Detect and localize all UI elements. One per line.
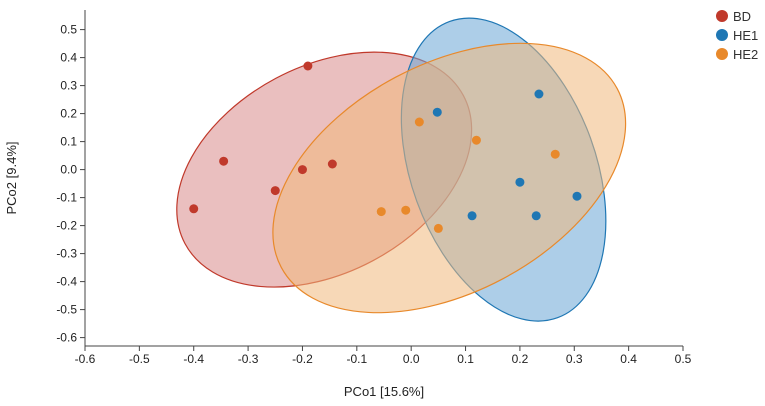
x-axis-ticks: -0.6 -0.5 -0.4 -0.3 -0.2 -0.1 0.0 0.1 0.2 0.3 0.4 0… [75, 346, 692, 366]
point-bd [219, 156, 229, 166]
point-bd [270, 186, 280, 196]
x-tick-label: 0.4 [620, 352, 637, 366]
x-axis-title: PCo1 [15.6%] [344, 384, 424, 399]
point-bd [303, 61, 313, 71]
point-he2 [471, 135, 481, 145]
data-points [189, 61, 582, 233]
y-tick-label: 0.0 [60, 163, 77, 177]
x-tick-label: 0.1 [457, 352, 474, 366]
y-tick-label: -0.6 [56, 331, 77, 345]
y-tick-label: -0.4 [56, 275, 77, 289]
legend-label-bd: BD [733, 9, 751, 24]
point-he2 [401, 205, 411, 215]
legend: BD HE1 HE2 [716, 9, 758, 62]
legend-marker-he2 [716, 48, 728, 60]
point-he2 [550, 149, 560, 159]
point-he1 [531, 211, 541, 221]
axes [84, 10, 683, 347]
point-bd [297, 165, 307, 175]
y-axis-title: PCo2 [9.4%] [4, 142, 19, 215]
y-axis-ticks: 0.5 0.4 0.3 0.2 0.1 0.0 -0.1 -0.2 -0.3 -0.4 -0.5 -0… [56, 23, 85, 345]
x-tick-label: 0.0 [403, 352, 420, 366]
y-tick-label: 0.4 [60, 51, 77, 65]
y-tick-label: 0.1 [60, 135, 77, 149]
legend-label-he2: HE2 [733, 47, 758, 62]
legend-marker-bd [716, 10, 728, 22]
point-he1 [467, 211, 477, 221]
point-he1 [572, 191, 582, 201]
y-tick-label: 0.5 [60, 23, 77, 37]
legend-label-he1: HE1 [733, 28, 758, 43]
x-tick-label: -0.2 [292, 352, 313, 366]
point-he1 [534, 89, 544, 99]
x-tick-label: -0.3 [238, 352, 259, 366]
point-he2 [376, 207, 386, 217]
y-tick-label: 0.2 [60, 107, 77, 121]
point-he1 [515, 177, 525, 187]
x-tick-label: -0.1 [346, 352, 367, 366]
y-tick-label: 0.3 [60, 79, 77, 93]
confidence-ellipses [176, 17, 627, 322]
x-tick-label: -0.4 [183, 352, 204, 366]
y-tick-label: -0.1 [56, 191, 77, 205]
x-tick-label: -0.5 [129, 352, 150, 366]
point-he2 [414, 117, 424, 127]
point-he1 [432, 107, 442, 117]
x-tick-label: 0.3 [566, 352, 583, 366]
x-tick-label: 0.2 [512, 352, 529, 366]
ellipse-he2 [272, 42, 627, 314]
y-tick-label: -0.3 [56, 247, 77, 261]
point-he2 [433, 223, 443, 233]
y-tick-label: -0.2 [56, 219, 77, 233]
y-tick-label: -0.5 [56, 303, 77, 317]
x-tick-label: 0.5 [675, 352, 692, 366]
point-bd [189, 204, 199, 214]
point-bd [327, 159, 337, 169]
x-tick-label: -0.6 [75, 352, 96, 366]
legend-marker-he1 [716, 29, 728, 41]
